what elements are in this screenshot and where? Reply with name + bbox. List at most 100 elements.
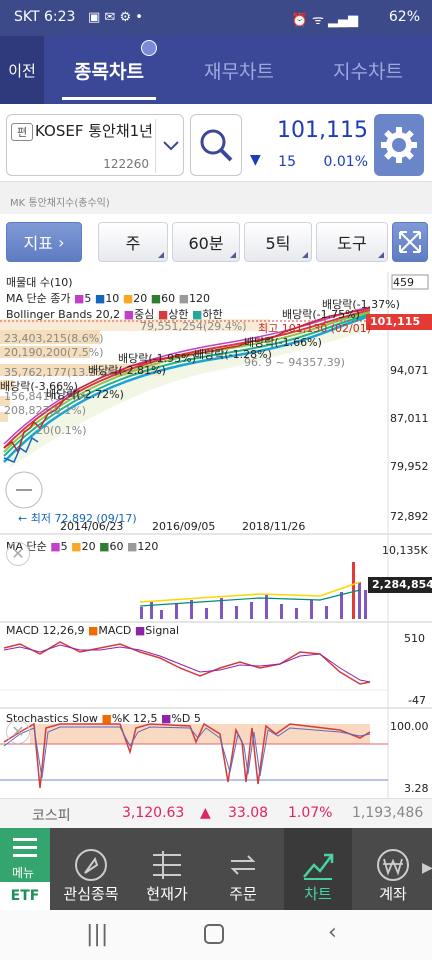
macd-axis-top: 510 xyxy=(404,632,425,645)
volume-bars xyxy=(140,562,367,619)
stoch-k: %K 12,5 xyxy=(111,712,158,725)
ma-10: 10 xyxy=(105,292,120,305)
price-axis-2: 94,071 xyxy=(390,364,429,377)
won-icon xyxy=(377,849,409,881)
battery-level: 62% xyxy=(388,9,420,25)
menu-button[interactable]: 메뉴 ETF xyxy=(0,828,50,910)
legend-ma-label: MA 단순 종가 xyxy=(6,292,71,305)
expand-button[interactable] xyxy=(392,222,428,262)
bottom-nav: 메뉴 ETF 관심종목 현재가 주문 차트 계좌 ▶ xyxy=(0,828,432,910)
watchlist-icon xyxy=(75,849,107,881)
vp-label-3: 35,762,177(13.2%) xyxy=(4,366,111,379)
stoch-legend: Stochastics Slow ■%K 12,5 ■%D 5 xyxy=(6,712,201,725)
tab-financial-chart[interactable]: 재무차트 xyxy=(204,60,274,83)
indicator-label: 지표 xyxy=(23,234,53,253)
chart-icon xyxy=(303,853,334,880)
price-axis-current: 101,115 xyxy=(370,315,421,328)
recent-apps-icon[interactable]: ||| xyxy=(86,922,109,947)
dividend-label-5: 배당락(-1.95%) xyxy=(118,352,196,365)
current-price: 101,115 xyxy=(277,118,368,143)
nav-account[interactable]: 계좌 xyxy=(360,828,426,910)
tools-button[interactable]: 도구 xyxy=(316,222,388,262)
nav-order[interactable]: 주문 xyxy=(210,828,276,910)
close-icon[interactable]: ✕ xyxy=(6,720,30,744)
app-header: 이전 종목차트 재무차트 지수차트 xyxy=(0,36,432,104)
date-axis-3: 2018/11/26 xyxy=(242,520,306,533)
nav-chart[interactable]: 차트 xyxy=(284,828,352,910)
macd-legend-label: MACD xyxy=(6,624,39,637)
close-icon[interactable]: ✕ xyxy=(6,542,30,566)
period-5tick-button[interactable]: 5틱 xyxy=(244,222,312,262)
stock-info: 편 KOSEF 통안채1년 122260 101,115 ▼ 15 0.01% xyxy=(0,104,432,182)
macd-params: 12,26,9 xyxy=(42,624,85,637)
index-label: MK 통안채지수(총수익) xyxy=(0,182,432,214)
signal-series: Signal xyxy=(145,624,180,637)
chevron-right-icon[interactable]: ▶ xyxy=(422,860,432,876)
home-icon[interactable] xyxy=(204,924,224,944)
bb-upper: 상한 xyxy=(168,308,189,321)
volume-axis-value: 2,284,854 xyxy=(372,578,432,591)
status-time: SKT 6:23 xyxy=(14,9,76,25)
indicator-button[interactable]: 지표 › xyxy=(6,222,82,262)
notification-icon[interactable] xyxy=(141,40,157,56)
menu-icon xyxy=(13,838,37,841)
min-price-label: ← 최저 72,892 (09/17) xyxy=(18,512,137,525)
date-axis-1: 2014/06/23 xyxy=(60,520,124,533)
chevron-down-icon[interactable] xyxy=(155,119,185,173)
stoch-legend-label: Stochastics Slow xyxy=(6,712,98,725)
kospi-name: 코스피 xyxy=(32,808,71,824)
search-icon xyxy=(200,129,233,162)
legend-bb-label: Bollinger Bands 20,2 xyxy=(6,308,121,321)
zoom-out-button[interactable] xyxy=(8,476,40,506)
kospi-ticker[interactable]: 코스피 3,120.63 ▲ 33.08 1.07% 1,193,486 xyxy=(0,798,432,828)
search-button[interactable] xyxy=(190,114,242,176)
chevron-right-icon: › xyxy=(58,232,65,252)
legend-volume-profile-value: 459 xyxy=(393,276,414,289)
chart-toolbar: 지표 › 주 60분 5틱 도구 xyxy=(0,214,432,272)
dividend-label-8: 배당락(-3.66%) xyxy=(0,380,78,393)
price-change: 15 xyxy=(278,154,296,170)
dividend-label-1: 배당락(-1.37%) xyxy=(322,298,400,311)
price-axis-5: 72,892 xyxy=(390,510,429,523)
period-week-button[interactable]: 주 xyxy=(98,222,168,262)
gear-icon xyxy=(381,127,417,163)
stock-code: 122260 xyxy=(103,157,149,171)
nav-order-label: 주문 xyxy=(229,885,257,903)
dividend-label-6: 배당락(-2.81%) xyxy=(88,364,166,377)
chart-area[interactable]: 매물대 수(10) 459 MA 단순 종가 ■5 ■10 ■20 ■60 ■1… xyxy=(0,272,432,798)
tab-index-chart[interactable]: 지수차트 xyxy=(333,60,403,83)
price-change-percent: 0.01% xyxy=(323,154,368,170)
nav-current-price[interactable]: 현재가 xyxy=(134,828,200,910)
current-price-icon xyxy=(153,851,181,879)
chart-canvas[interactable] xyxy=(0,272,432,798)
vp-label-6: 20(0.1%) xyxy=(36,424,87,437)
tab-stock-chart[interactable]: 종목차트 xyxy=(44,36,174,104)
vol-ma-60: 60 xyxy=(109,540,124,553)
vp-label-top: 79,551,254(29.4%) xyxy=(140,320,247,333)
ma-120: 120 xyxy=(189,292,211,305)
settings-button[interactable] xyxy=(374,114,424,176)
back-nav-icon[interactable]: ‹ xyxy=(328,920,337,945)
bb-center: 중심 xyxy=(134,308,155,321)
vol-ma-20: 20 xyxy=(81,540,96,553)
nav-watchlist-label: 관심종목 xyxy=(63,885,119,903)
kospi-pct: 1.07% xyxy=(288,805,333,821)
period-60min-button[interactable]: 60분 xyxy=(172,222,240,262)
system-nav-bar: ||| ‹ xyxy=(0,910,432,960)
stock-selector[interactable]: 편 KOSEF 통안채1년 122260 xyxy=(6,114,184,176)
back-button[interactable]: 이전 xyxy=(0,36,44,104)
kospi-up-arrow: ▲ xyxy=(200,805,211,821)
vp-label-2: 20,190,200(7.5%) xyxy=(4,346,104,359)
stock-name: KOSEF 통안채1년 xyxy=(35,122,153,140)
dividend-label-3: 배당락(-1.66%) xyxy=(244,336,322,349)
legend-bollinger: Bollinger Bands 20,2 ■중심 ■상한 ■하한 xyxy=(6,308,223,321)
price-axis-4: 79,952 xyxy=(390,460,429,473)
vp-label-1: 23,403,215(8.6%) xyxy=(4,332,104,345)
price-down-arrow: ▼ xyxy=(250,152,261,168)
kospi-change: 33.08 xyxy=(228,805,269,821)
etf-button[interactable]: ETF xyxy=(0,882,50,910)
legend-volume-profile: 매물대 수(10) xyxy=(6,276,73,289)
signal-icon: ⏰ ᯤ ▂▄▆ xyxy=(291,13,358,28)
nav-chart-label: 차트 xyxy=(304,885,332,903)
nav-watchlist[interactable]: 관심종목 xyxy=(58,828,124,910)
